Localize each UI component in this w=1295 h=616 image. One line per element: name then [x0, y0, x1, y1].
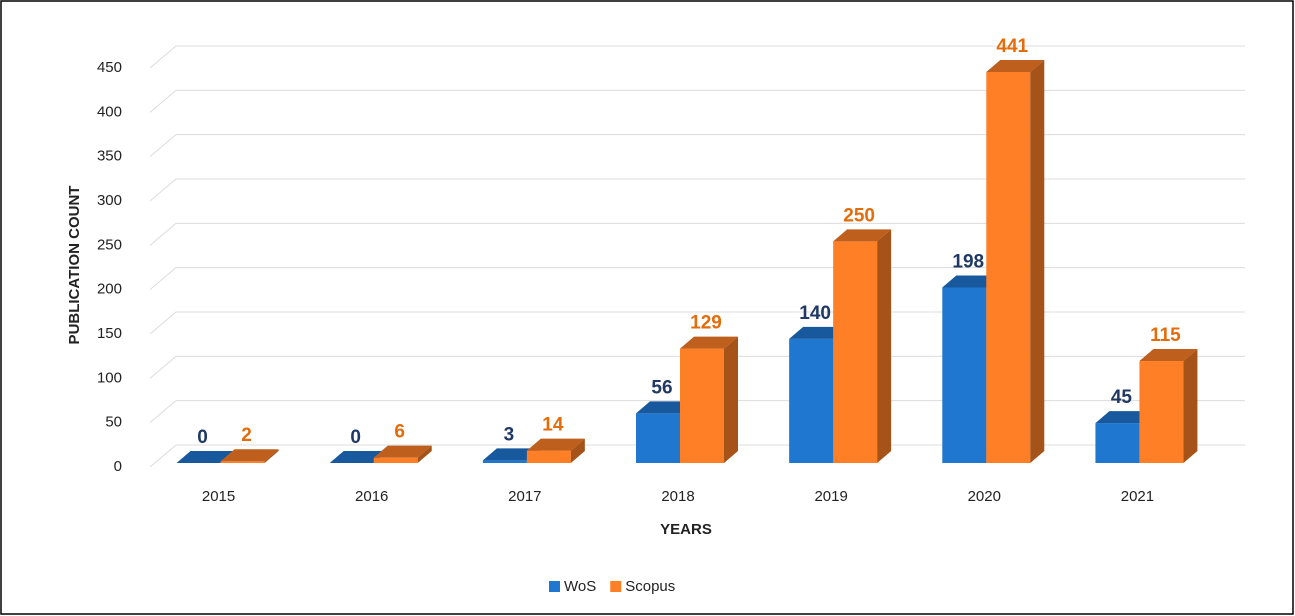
bar-side [570, 438, 585, 463]
data-label: 140 [799, 303, 831, 324]
y-tick-label: 100 [97, 369, 122, 386]
y-tick-label: 0 [114, 458, 122, 475]
bar-side [877, 229, 892, 463]
x-tick-label: 2015 [202, 488, 235, 505]
data-label: 3 [504, 424, 515, 445]
bar [636, 413, 680, 463]
x-tick-label: 2017 [508, 488, 541, 505]
bar-top [942, 275, 1001, 288]
bar-top [373, 445, 432, 458]
x-axis-label: YEARS [660, 521, 712, 538]
data-label: 14 [542, 415, 564, 436]
bar [526, 450, 571, 463]
bar [482, 460, 527, 463]
grid-line [149, 45, 1245, 69]
y-tick-label: 300 [97, 192, 122, 209]
bar-side [724, 336, 738, 463]
data-label: 56 [651, 377, 672, 398]
grid-line [149, 178, 1245, 202]
bar-top [789, 326, 848, 339]
bar-top [986, 59, 1045, 72]
bar [1095, 423, 1140, 463]
grid-line [149, 134, 1245, 158]
x-tick-label: 2020 [968, 488, 1001, 505]
bar-top [482, 448, 541, 461]
bar-top [220, 449, 279, 462]
bar [220, 461, 265, 463]
data-label: 129 [690, 313, 722, 334]
data-label: 115 [1150, 325, 1181, 346]
bar-side [1183, 349, 1198, 463]
data-label: 45 [1111, 387, 1133, 408]
bar-side [417, 445, 432, 463]
data-label: 0 [197, 427, 208, 448]
data-label: 6 [394, 422, 405, 443]
bar-top [680, 336, 738, 349]
bar-top [636, 401, 694, 414]
data-label: 0 [350, 427, 361, 448]
data-label: 2 [241, 425, 252, 446]
bar [1139, 361, 1184, 463]
grid-line [149, 89, 1245, 113]
data-label: 198 [952, 251, 984, 272]
data-label: 250 [843, 205, 875, 226]
bar-top [833, 229, 892, 242]
legend-label: Scopus [625, 578, 675, 595]
bar-top [1095, 411, 1154, 424]
y-tick-label: 400 [97, 103, 122, 120]
y-tick-label: 50 [105, 414, 122, 431]
bar-top [1139, 349, 1198, 362]
bar [373, 457, 418, 463]
x-tick-label: 2019 [814, 488, 847, 505]
bar [942, 287, 987, 463]
bar-top [329, 451, 388, 463]
y-tick-label: 150 [97, 325, 122, 342]
bar [986, 71, 1031, 463]
y-tick-label: 450 [97, 59, 122, 76]
bar [833, 241, 878, 463]
x-tick-label: 2016 [355, 488, 388, 505]
bar-side [1030, 59, 1045, 463]
bar-top [176, 451, 235, 463]
bar [789, 338, 834, 463]
data-label: 441 [996, 36, 1028, 57]
y-tick-label: 200 [97, 281, 122, 298]
bar-side [264, 449, 279, 463]
x-tick-label: 2021 [1121, 488, 1154, 505]
legend-swatch [610, 581, 622, 592]
bar-top [526, 438, 585, 451]
y-tick-label: 250 [97, 236, 122, 253]
x-tick-label: 2018 [661, 488, 694, 505]
legend-swatch [549, 581, 560, 592]
y-tick-label: 350 [97, 148, 122, 165]
legend-label: WoS [564, 578, 596, 595]
grid-line [149, 222, 1245, 246]
bar [680, 348, 724, 463]
y-axis-label: PUBLICATION COUNT [66, 186, 83, 345]
